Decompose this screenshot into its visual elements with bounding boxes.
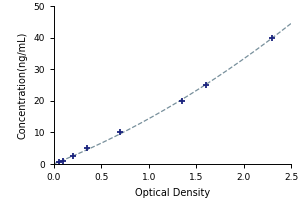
X-axis label: Optical Density: Optical Density — [135, 188, 210, 198]
Y-axis label: Concentration(ng/mL): Concentration(ng/mL) — [18, 31, 28, 139]
